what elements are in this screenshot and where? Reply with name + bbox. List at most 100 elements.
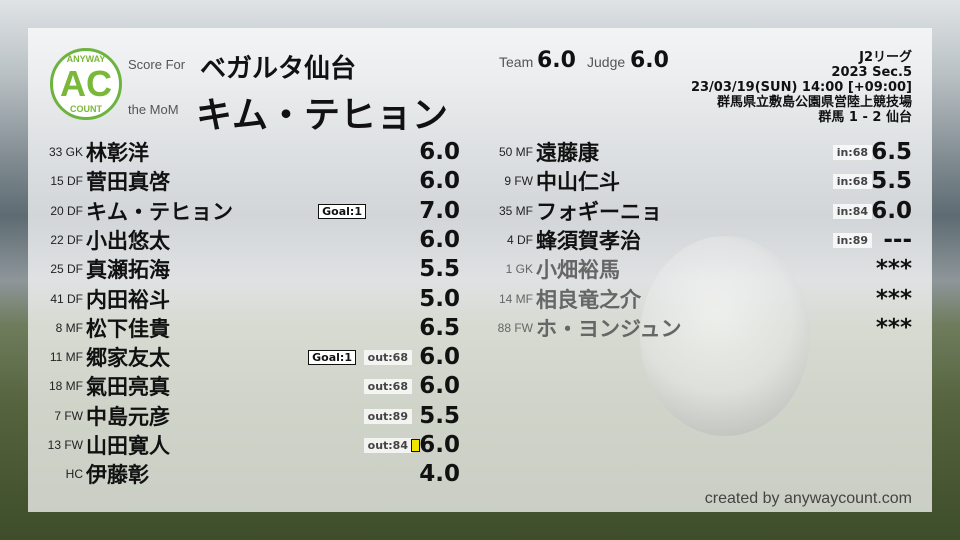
score-for-label: Score For xyxy=(128,57,186,72)
player-number-position: 88 FW xyxy=(497,320,533,335)
player-row: 13 FW 山田寛人 xyxy=(30,431,170,459)
player-rating: --- xyxy=(883,226,912,253)
player-rating: 6.5 xyxy=(419,314,460,341)
logo-mid-text: AC xyxy=(60,63,112,104)
player-row: 4 DF 蜂須賀孝治 xyxy=(480,226,641,254)
soccer-ball-image xyxy=(640,236,810,436)
player-rating: 6.0 xyxy=(419,226,460,253)
section: 2023 Sec.5 xyxy=(831,65,912,80)
player-row: 8 MF 松下佳貴 xyxy=(30,314,170,342)
player-rating: 6.5 xyxy=(871,139,912,165)
player-row: 7 FW 中島元彦 xyxy=(30,402,170,430)
judge-score: 6.0 xyxy=(630,48,669,73)
player-number-position: 41 DF xyxy=(50,291,83,306)
venue: 群馬県立敷島公園県営陸上競技場 xyxy=(716,95,912,110)
player-row: 35 MF フォギーニョ xyxy=(480,197,662,225)
player-row: 14 MF 相良竜之介 xyxy=(480,285,641,313)
player-row: 1 GK 小畑裕馬 xyxy=(480,255,620,283)
player-row: 9 FW 中山仁斗 xyxy=(480,167,620,195)
player-name: 相良竜之介 xyxy=(536,287,641,312)
player-rating: 6.0 xyxy=(419,139,460,165)
player-number-position: 25 DF xyxy=(50,262,83,277)
substitution-tag: in:68 xyxy=(832,145,872,160)
logo-top-text: ANYWAY xyxy=(66,54,106,64)
judge-score-label: Judge xyxy=(587,54,626,70)
player-name: 伊藤彰 xyxy=(86,463,149,488)
player-rating: 6.0 xyxy=(419,373,460,400)
goal-badge: Goal:1 xyxy=(318,203,366,219)
player-row: 11 MF 郷家友太 xyxy=(30,343,170,371)
player-number-position: 7 FW xyxy=(54,408,83,423)
player-row: 33 GK 林彰洋 xyxy=(30,138,149,166)
player-number-position: 13 FW xyxy=(47,438,83,452)
player-number-position: 11 MF xyxy=(49,350,83,365)
player-name: 中島元彦 xyxy=(86,404,170,429)
player-row: 22 DF 小出悠太 xyxy=(30,226,170,254)
player-name: 菅田真啓 xyxy=(86,170,170,195)
player-number-position: 22 DF xyxy=(50,232,83,247)
player-number-position: 33 GK xyxy=(48,145,83,159)
player-rating: 5.0 xyxy=(419,285,460,312)
team-score-label: Team xyxy=(499,54,534,70)
mom-label: the MoM xyxy=(128,102,179,117)
league: J2リーグ xyxy=(859,50,912,65)
player-rating: 6.0 xyxy=(871,197,912,224)
player-row: 50 MF 遠藤康 xyxy=(480,138,599,166)
player-name: 林彰洋 xyxy=(86,141,149,165)
player-rating: 6.0 xyxy=(419,432,460,458)
substitution-tag: in:68 xyxy=(832,174,872,190)
substitution-tag: in:84 xyxy=(832,203,872,219)
player-number-position: 15 DF xyxy=(50,174,83,189)
match-info: J2リーグ 2023 Sec.5 23/03/19(SUN) 14:00 [+0… xyxy=(691,50,912,125)
goal-badge: Goal:1 xyxy=(308,350,356,366)
player-row: 41 DF 内田裕斗 xyxy=(30,285,170,313)
player-name: 小出悠太 xyxy=(86,228,170,253)
anywaycount-logo: ANYWAY AC COUNT xyxy=(50,48,122,120)
player-name: キム・テヒョン xyxy=(86,199,233,224)
match-result: 群馬 1 - 2 仙台 xyxy=(818,110,912,125)
player-row: 20 DF キム・テヒョン xyxy=(30,197,233,225)
footer-credit: created by anywaycount.com xyxy=(704,490,912,507)
player-number-position: 18 MF xyxy=(48,379,83,394)
player-number-position: 50 MF xyxy=(498,145,533,159)
player-name: 蜂須賀孝治 xyxy=(536,228,641,253)
player-row: 15 DF 菅田真啓 xyxy=(30,167,170,195)
player-name: フォギーニョ xyxy=(536,199,662,224)
player-rating: *** xyxy=(875,285,912,312)
player-name: 松下佳貴 xyxy=(86,316,170,341)
player-row: HC 伊藤彰 xyxy=(30,460,149,488)
substitution-tag: out:68 xyxy=(363,379,412,395)
player-number-position: 9 FW xyxy=(504,174,533,189)
yellow-card-icon xyxy=(411,439,420,452)
player-name: 氣田亮真 xyxy=(86,375,170,400)
player-rating: 5.5 xyxy=(419,402,460,429)
player-number-position: 4 DF xyxy=(506,232,533,247)
player-name: 郷家友太 xyxy=(86,346,170,371)
substitution-tag: out:89 xyxy=(363,408,412,424)
player-number-position: HC xyxy=(65,467,83,482)
player-rating: 5.5 xyxy=(419,256,460,283)
player-number-position: 35 MF xyxy=(498,203,533,218)
player-rating: 7.0 xyxy=(419,197,460,224)
match-datetime: 23/03/19(SUN) 14:00 [+09:00] xyxy=(690,80,912,95)
player-row: 25 DF 真瀬拓海 xyxy=(30,255,170,283)
player-rating: 6.0 xyxy=(419,344,460,371)
player-number-position: 14 MF xyxy=(498,291,533,306)
substitution-tag: out:68 xyxy=(363,350,412,366)
team-name: ベガルタ仙台 xyxy=(200,54,357,84)
logo-bottom-text: COUNT xyxy=(70,104,102,114)
team-score: 6.0 xyxy=(537,48,576,73)
player-name: 遠藤康 xyxy=(536,141,599,165)
player-name: 小畑裕馬 xyxy=(536,258,620,283)
substitution-tag: out:84 xyxy=(363,438,412,453)
player-rating: *** xyxy=(875,314,912,341)
player-name: ホ・ヨンジュン xyxy=(536,316,682,341)
player-name: 内田裕斗 xyxy=(86,287,170,312)
substitution-tag: in:89 xyxy=(832,232,872,248)
player-name: 中山仁斗 xyxy=(536,170,620,195)
player-number-position: 20 DF xyxy=(50,203,83,218)
player-row: 18 MF 氣田亮真 xyxy=(30,372,170,400)
player-number-position: 1 GK xyxy=(505,262,533,277)
player-rating: 4.0 xyxy=(419,461,460,488)
mom-name: キム・テヒョン xyxy=(196,95,449,136)
